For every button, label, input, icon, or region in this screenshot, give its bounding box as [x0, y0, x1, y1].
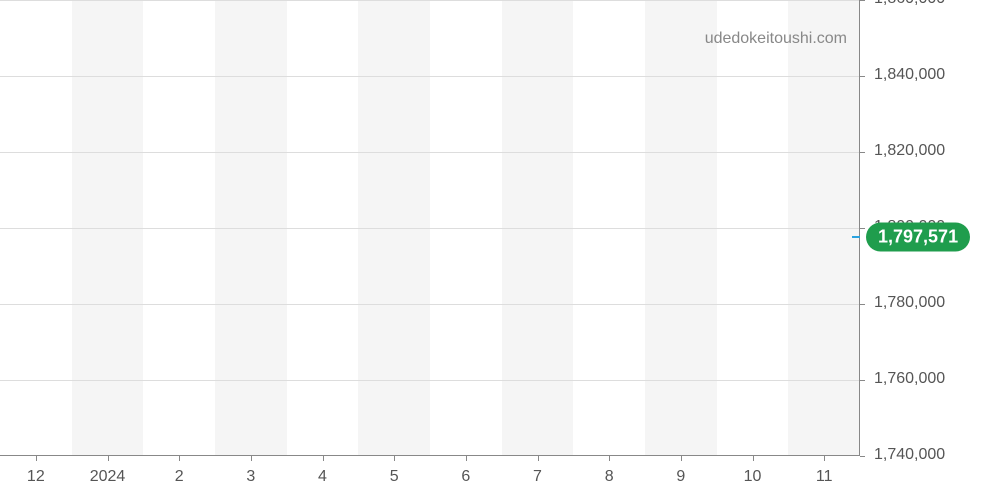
x-tick-label: 9 — [676, 468, 685, 486]
x-tick-mark — [394, 456, 395, 461]
y-tick-label: 1,760,000 — [874, 370, 945, 388]
y-tick-mark — [860, 380, 865, 381]
y-tick-mark — [860, 228, 865, 229]
x-tick-mark — [466, 456, 467, 461]
x-tick-mark — [108, 456, 109, 461]
price-chart: udedokeitoushi.com 1,740,000 1,760,000 1,7… — [0, 0, 1000, 500]
x-tick-label: 5 — [390, 468, 399, 486]
x-tick-label: 6 — [461, 468, 470, 486]
x-tick-label: 2 — [175, 468, 184, 486]
x-tick-mark — [251, 456, 252, 461]
current-value-label: 1,797,571 — [878, 227, 958, 248]
x-tick-mark — [753, 456, 754, 461]
y-tick-mark — [860, 304, 865, 305]
x-tick-mark — [609, 456, 610, 461]
x-tick-label: 3 — [246, 468, 255, 486]
gridline — [0, 0, 859, 1]
current-value-badge: 1,797,571 — [866, 223, 970, 252]
y-tick-mark — [860, 152, 865, 153]
x-tick-mark — [824, 456, 825, 461]
y-tick-mark — [860, 76, 865, 77]
x-tick-label: 8 — [605, 468, 614, 486]
y-tick-label: 1,780,000 — [874, 294, 945, 312]
watermark: udedokeitoushi.com — [705, 30, 847, 48]
current-value-tick — [852, 236, 860, 238]
x-tick-mark — [323, 456, 324, 461]
plot-area: udedokeitoushi.com — [0, 0, 860, 456]
x-tick-mark — [681, 456, 682, 461]
x-tick-label: 7 — [533, 468, 542, 486]
x-tick-mark — [36, 456, 37, 461]
y-tick-label: 1,740,000 — [874, 446, 945, 464]
gridline — [0, 228, 859, 229]
x-tick-label: 11 — [816, 468, 833, 486]
x-tick-label: 12 — [27, 468, 45, 486]
x-tick-mark — [538, 456, 539, 461]
y-tick-mark — [860, 0, 865, 1]
x-tick-label: 2024 — [90, 468, 126, 486]
x-tick-mark — [179, 456, 180, 461]
y-tick-label: 1,860,000 — [874, 0, 945, 8]
x-tick-label: 4 — [318, 468, 327, 486]
gridline — [0, 304, 859, 305]
y-tick-mark — [860, 456, 865, 457]
y-tick-label: 1,840,000 — [874, 66, 945, 84]
gridline — [0, 380, 859, 381]
x-tick-label: 10 — [744, 468, 762, 486]
gridline — [0, 152, 859, 153]
gridline — [0, 76, 859, 77]
y-tick-label: 1,820,000 — [874, 142, 945, 160]
